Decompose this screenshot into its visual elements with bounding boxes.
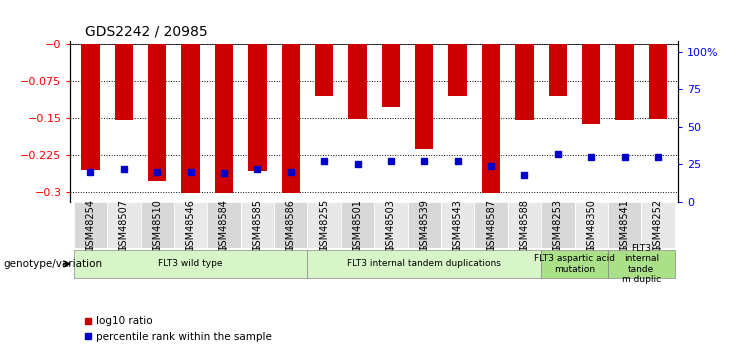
Bar — [474, 202, 508, 248]
Text: GSM48586: GSM48586 — [286, 199, 296, 252]
Bar — [482, 44, 500, 193]
Text: GSM48510: GSM48510 — [152, 199, 162, 252]
Bar — [308, 202, 341, 248]
Legend: log10 ratio, percentile rank within the sample: log10 ratio, percentile rank within the … — [79, 312, 276, 345]
Bar — [308, 250, 541, 278]
Text: GSM48507: GSM48507 — [119, 199, 129, 252]
Bar — [408, 202, 441, 248]
Text: genotype/variation: genotype/variation — [4, 259, 103, 269]
Bar — [341, 202, 374, 248]
Text: GSM48588: GSM48588 — [519, 199, 529, 252]
Text: GSM48541: GSM48541 — [619, 199, 630, 252]
Bar — [641, 202, 674, 248]
Text: GSM48503: GSM48503 — [386, 199, 396, 252]
Text: GSM48253: GSM48253 — [553, 199, 563, 252]
Bar — [649, 44, 667, 119]
Bar — [241, 202, 274, 248]
Bar — [448, 44, 467, 96]
Text: GSM48584: GSM48584 — [219, 199, 229, 252]
Bar — [541, 202, 574, 248]
Bar — [608, 202, 641, 248]
Bar — [174, 202, 207, 248]
Text: FLT3 internal tandem duplications: FLT3 internal tandem duplications — [348, 259, 501, 268]
Text: FLT3
internal
tande
m duplic: FLT3 internal tande m duplic — [622, 244, 661, 284]
Bar — [415, 44, 433, 149]
Bar — [148, 44, 167, 181]
Bar — [616, 44, 634, 120]
Bar — [315, 44, 333, 96]
Text: GSM48252: GSM48252 — [653, 199, 663, 252]
Text: GSM48587: GSM48587 — [486, 199, 496, 252]
Bar — [374, 202, 408, 248]
Bar — [608, 250, 674, 278]
Text: GDS2242 / 20985: GDS2242 / 20985 — [85, 24, 207, 38]
Bar — [441, 202, 474, 248]
Bar — [215, 44, 233, 193]
Bar — [182, 44, 200, 193]
Bar — [207, 202, 241, 248]
Text: GSM48585: GSM48585 — [253, 199, 262, 252]
Bar — [282, 44, 300, 193]
Bar — [548, 44, 567, 96]
Bar — [382, 44, 400, 107]
Text: GSM48254: GSM48254 — [85, 199, 96, 252]
Bar — [115, 44, 133, 120]
Bar — [582, 44, 600, 124]
Bar — [274, 202, 308, 248]
Text: GSM48501: GSM48501 — [353, 199, 362, 252]
Bar — [82, 44, 99, 170]
Text: GSM48255: GSM48255 — [319, 199, 329, 252]
Bar — [508, 202, 541, 248]
Text: FLT3 wild type: FLT3 wild type — [159, 259, 223, 268]
Bar — [515, 44, 534, 120]
Bar — [74, 202, 107, 248]
Text: GSM48543: GSM48543 — [453, 199, 462, 252]
Bar — [348, 44, 367, 119]
Bar — [74, 250, 308, 278]
Text: FLT3 aspartic acid
mutation: FLT3 aspartic acid mutation — [534, 254, 615, 274]
Bar — [574, 202, 608, 248]
Text: GSM48546: GSM48546 — [185, 199, 196, 252]
Bar — [141, 202, 174, 248]
Bar — [107, 202, 141, 248]
Bar — [541, 250, 608, 278]
Bar — [248, 44, 267, 171]
Text: GSM48350: GSM48350 — [586, 199, 597, 252]
Text: GSM48539: GSM48539 — [419, 199, 429, 252]
